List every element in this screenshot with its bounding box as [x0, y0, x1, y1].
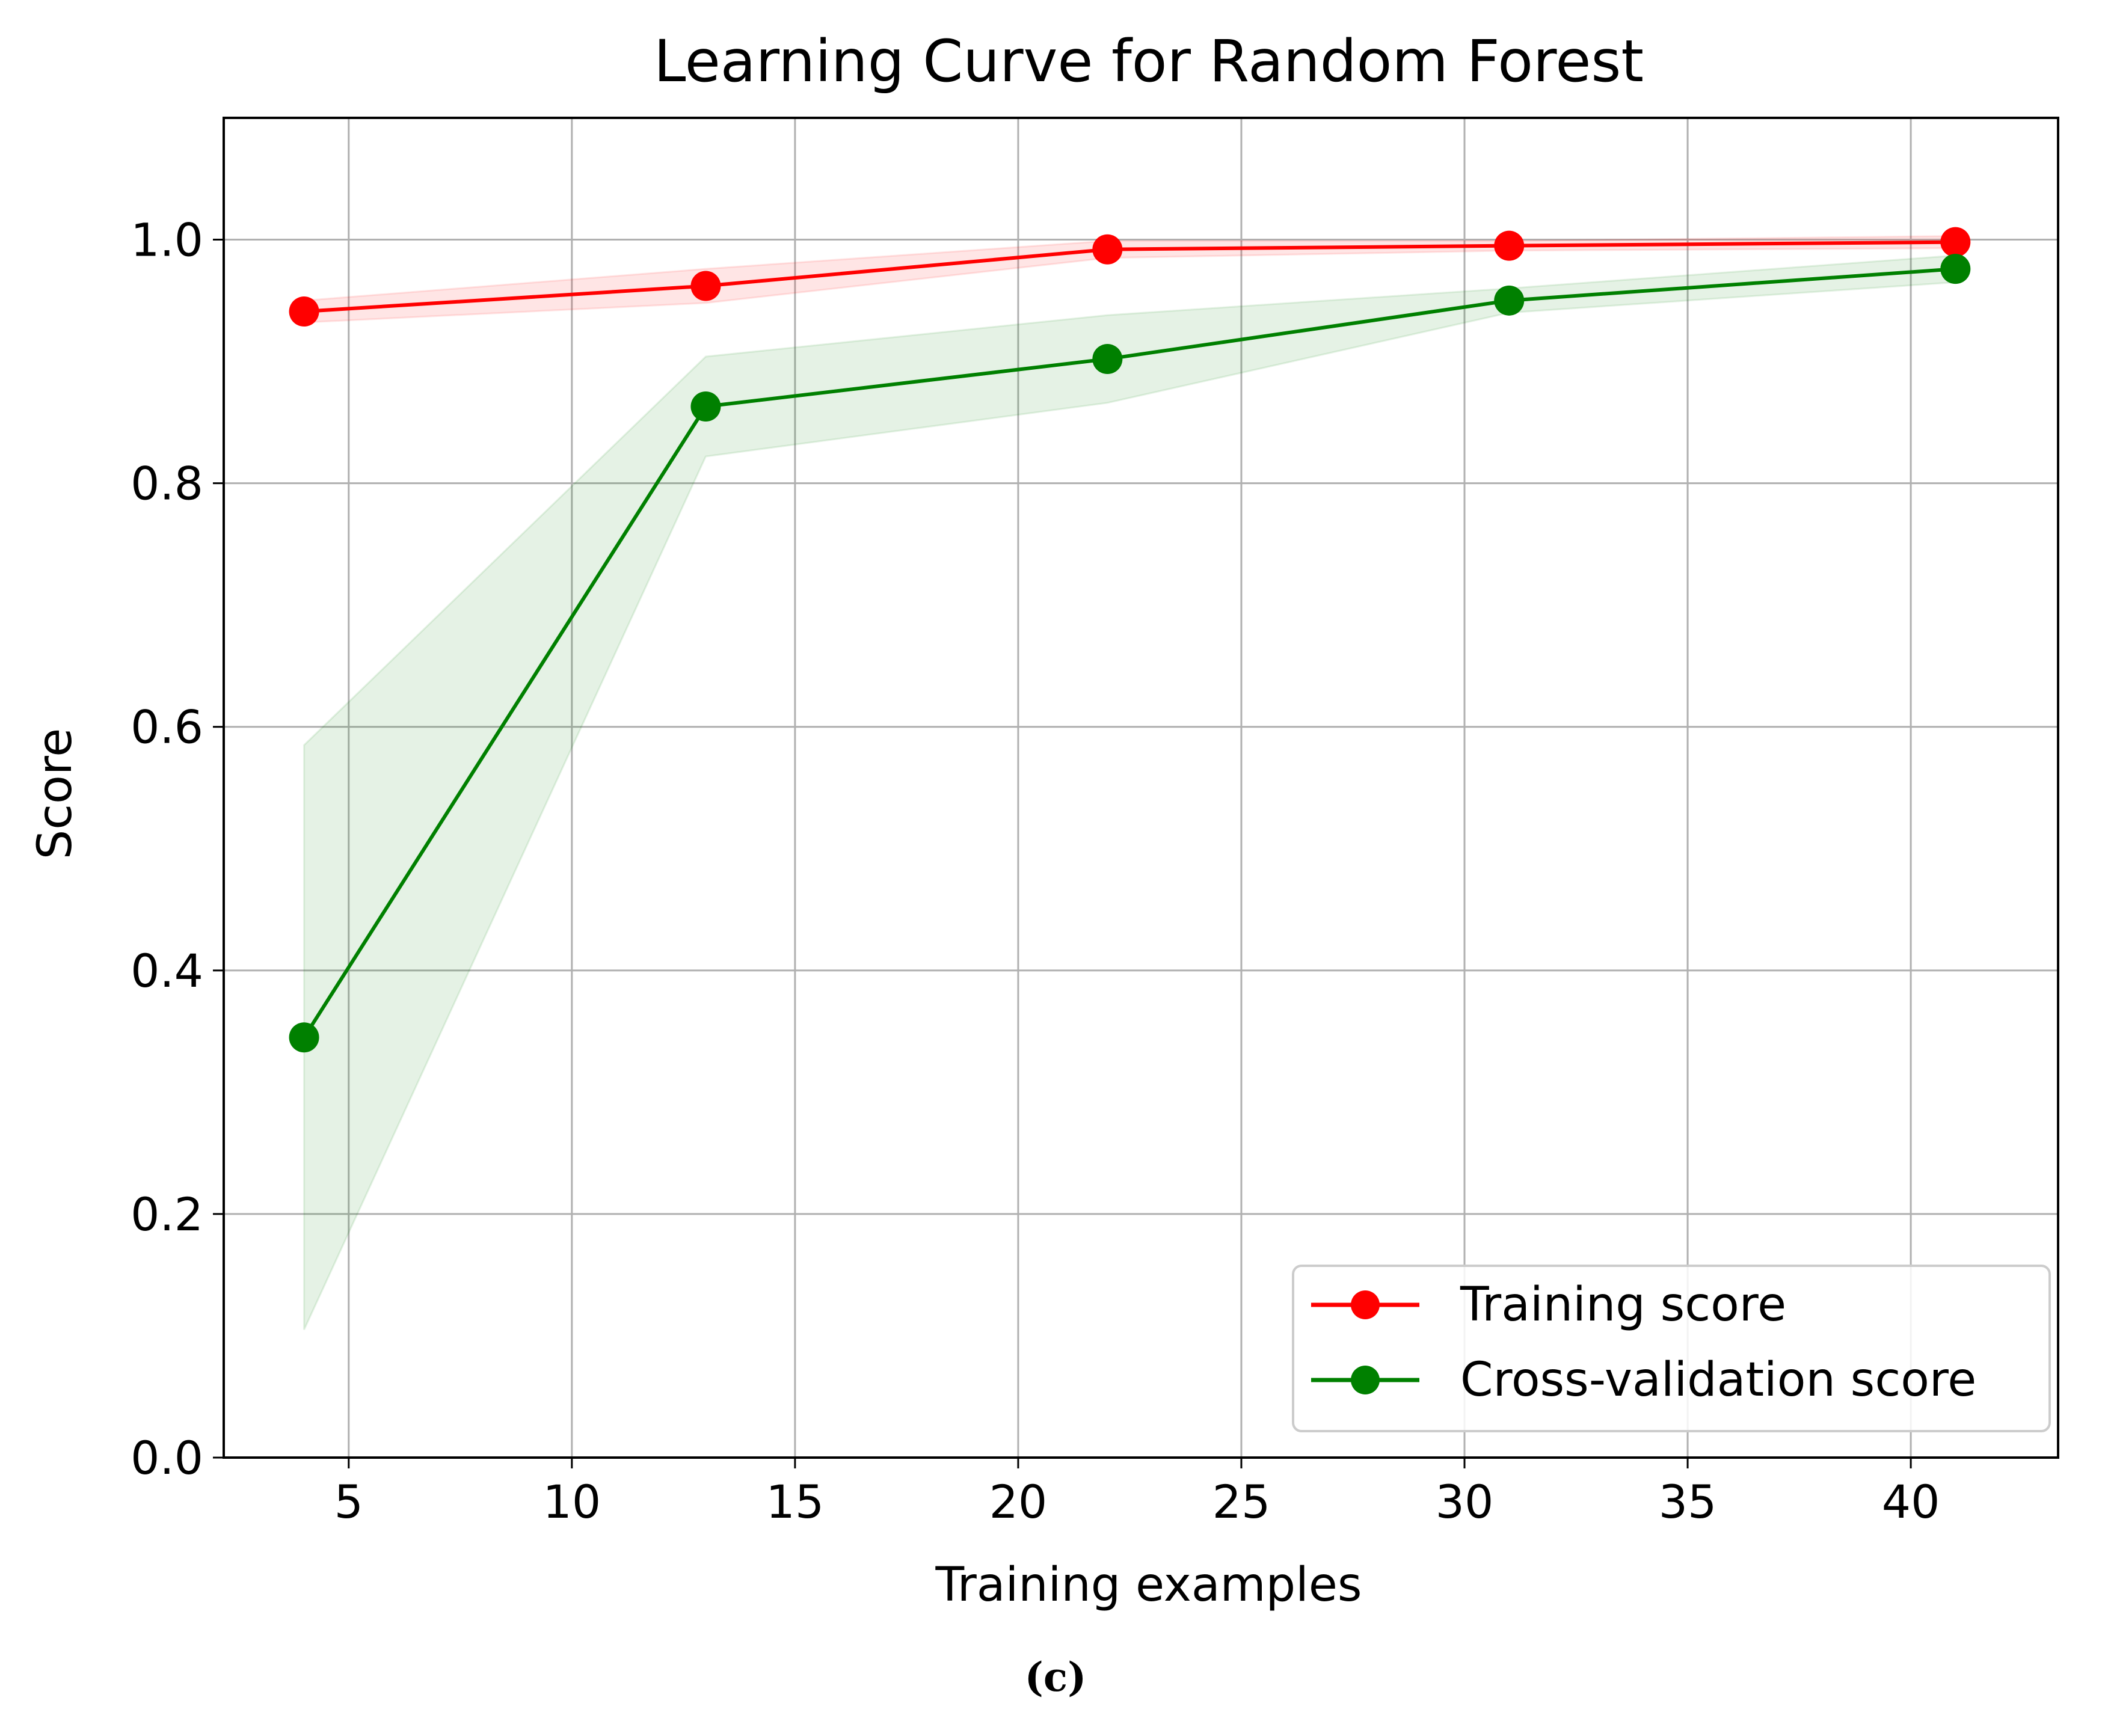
- legend-marker-cross-validation: [1351, 1366, 1380, 1394]
- y-axis-ticks: 0.0 0.2 0.4 0.6 0.8 1.0: [131, 213, 224, 1485]
- marker-training: [1092, 234, 1123, 265]
- legend: Training score Cross-validation score: [1292, 1265, 2051, 1432]
- y-tick-label: 1.0: [131, 213, 203, 267]
- x-tick-label: 10: [542, 1475, 601, 1529]
- y-tick-label: 0.0: [131, 1431, 203, 1485]
- y-tick-label: 0.8: [131, 457, 203, 511]
- x-tick-label: 5: [334, 1475, 363, 1529]
- x-axis-ticks: 5 10 15 20 25 30 35 40: [334, 1458, 1940, 1529]
- x-axis-label: Training examples: [935, 1558, 1362, 1612]
- marker-training: [289, 296, 319, 327]
- marker-cross-validation: [1940, 254, 1971, 284]
- legend-label-cross-validation: Cross-validation score: [1460, 1353, 1976, 1407]
- marker-cross-validation: [1494, 285, 1525, 316]
- x-tick-label: 40: [1882, 1475, 1940, 1529]
- x-tick-label: 35: [1659, 1475, 1717, 1529]
- legend-box: [1292, 1265, 2051, 1432]
- chart-title: Learning Curve for Random Forest: [654, 28, 1644, 95]
- x-tick-label: 15: [766, 1475, 825, 1529]
- y-tick-label: 0.2: [131, 1188, 203, 1241]
- x-tick-label: 20: [989, 1475, 1048, 1529]
- y-axis-label: Score: [28, 728, 82, 859]
- marker-cross-validation: [289, 1022, 319, 1053]
- figure-caption: (c): [1025, 1654, 1087, 1701]
- series-markers: [289, 227, 1971, 1053]
- legend-marker-training: [1351, 1290, 1380, 1319]
- plot-frame: [223, 117, 2059, 1459]
- x-tick-label: 30: [1436, 1475, 1494, 1529]
- x-tick-label: 25: [1212, 1475, 1271, 1529]
- marker-training: [1494, 230, 1525, 261]
- marker-cross-validation: [690, 391, 721, 422]
- y-tick-label: 0.6: [131, 701, 203, 754]
- marker-training: [690, 271, 721, 301]
- y-tick-label: 0.4: [131, 944, 203, 998]
- marker-cross-validation: [1092, 344, 1123, 375]
- legend-label-training: Training score: [1460, 1278, 1786, 1332]
- marker-training: [1940, 227, 1971, 257]
